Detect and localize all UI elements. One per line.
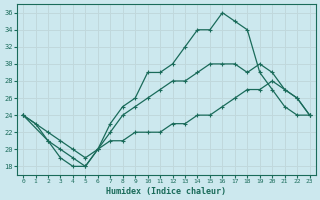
X-axis label: Humidex (Indice chaleur): Humidex (Indice chaleur) (106, 187, 226, 196)
